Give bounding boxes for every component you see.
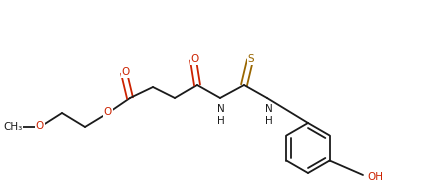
Text: O: O xyxy=(122,67,130,77)
Text: OH: OH xyxy=(366,172,382,182)
Text: O: O xyxy=(104,107,112,117)
Text: O: O xyxy=(36,121,44,131)
Text: N
H: N H xyxy=(217,104,224,126)
Text: N
H: N H xyxy=(264,104,272,126)
Text: O: O xyxy=(191,54,199,64)
Text: S: S xyxy=(247,54,254,64)
Text: CH₃: CH₃ xyxy=(3,122,23,132)
